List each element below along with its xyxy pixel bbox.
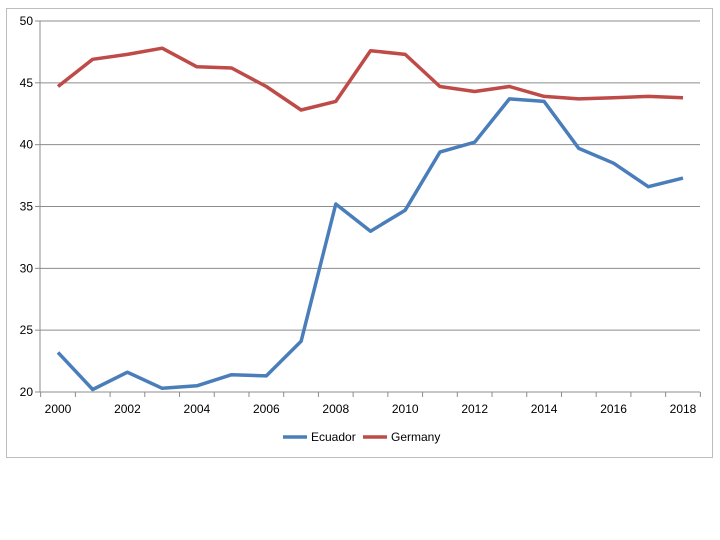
- x-tick-label: 2014: [531, 402, 558, 416]
- x-tick-labels: 2000 2002 2004 2006 2008 2010 2012 2014 2016 2018: [45, 402, 697, 416]
- y-tick-labels: 20 25 30 35 40 45 50: [20, 14, 34, 399]
- x-tick-label: 2006: [253, 402, 280, 416]
- series-line-germany: [56, 46, 684, 112]
- grid-lines: [40, 20, 700, 393]
- legend-label-germany: Germany: [391, 430, 440, 444]
- x-tick-label: 2004: [184, 402, 211, 416]
- legend-label-ecuador: Ecuador: [311, 430, 356, 444]
- axes: [35, 20, 701, 397]
- x-tick-label: 2008: [322, 402, 349, 416]
- y-tick-label: 50: [20, 14, 34, 28]
- y-tick-label: 45: [20, 76, 34, 90]
- x-tick-label: 2016: [600, 402, 627, 416]
- legend: Ecuador Germany: [283, 430, 440, 444]
- y-tick-label: 35: [20, 200, 34, 214]
- y-tick-label: 40: [20, 138, 34, 152]
- chart-frame: 20 25 30 35 40 45 50 2000 2002 2004 2006 2008 2010 2…: [6, 8, 713, 458]
- series-line-ecuador: [56, 97, 684, 392]
- x-tick-label: 2018: [670, 402, 697, 416]
- x-tick-label: 2010: [392, 402, 419, 416]
- y-tick-label: 25: [20, 323, 34, 337]
- series-lines: [56, 46, 684, 392]
- y-tick-label: 30: [20, 261, 34, 275]
- y-tick-label: 20: [20, 385, 34, 399]
- x-tick-label: 2012: [461, 402, 488, 416]
- x-tick-label: 2000: [45, 402, 72, 416]
- x-tick-label: 2002: [114, 402, 141, 416]
